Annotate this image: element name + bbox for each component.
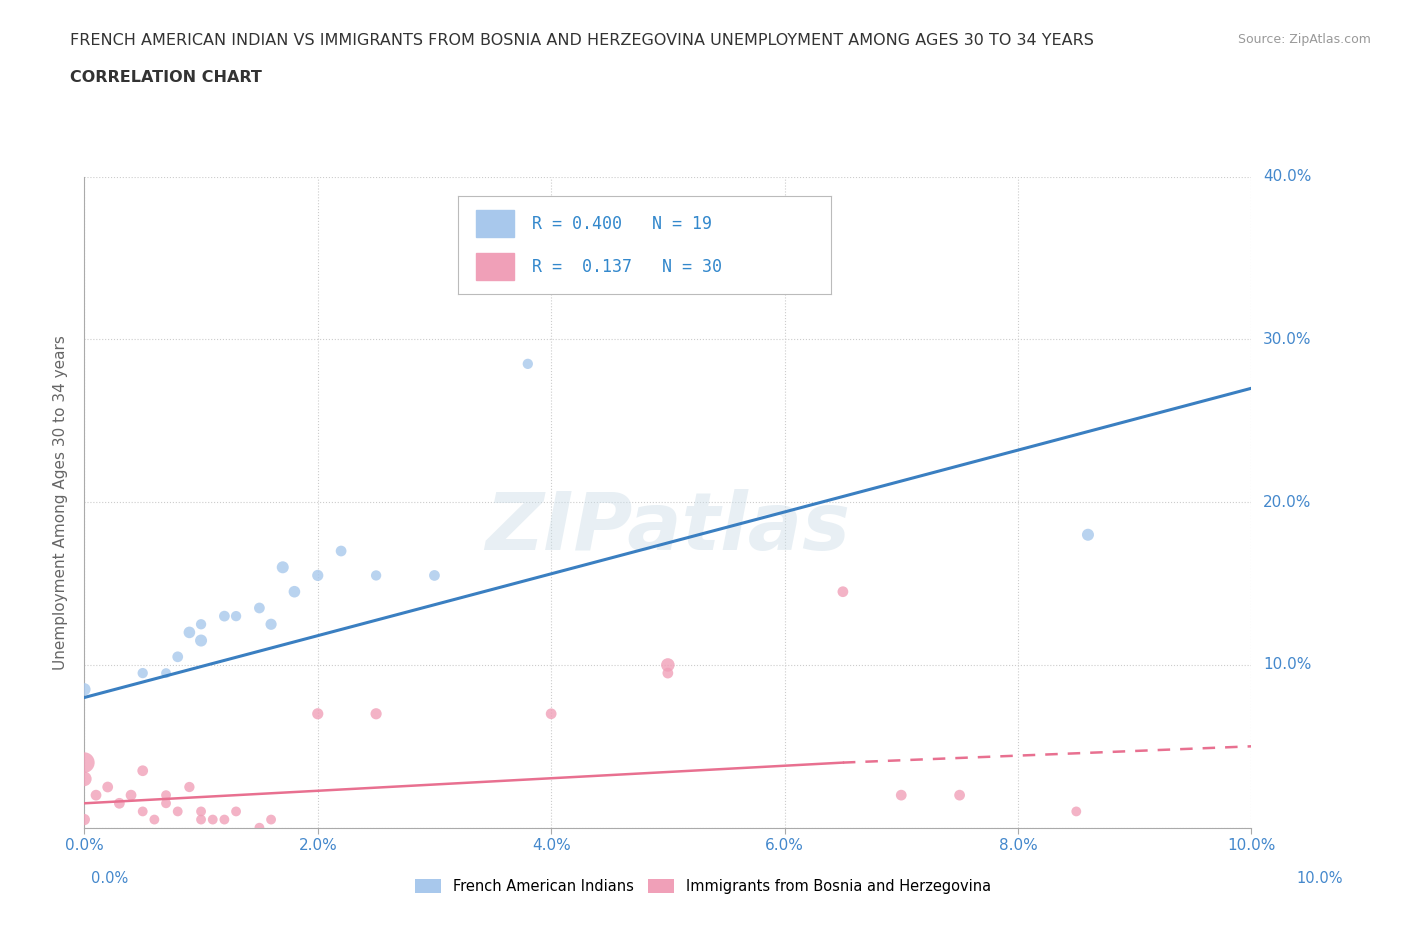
Point xyxy=(108,796,131,811)
Point xyxy=(179,625,201,640)
Legend: French American Indians, Immigrants from Bosnia and Herzegovina: French American Indians, Immigrants from… xyxy=(409,872,997,899)
Point xyxy=(516,356,538,371)
Point xyxy=(283,584,305,599)
Point xyxy=(155,666,177,681)
Point xyxy=(271,560,294,575)
Point xyxy=(247,820,270,835)
Point xyxy=(179,779,201,794)
Point xyxy=(657,658,679,672)
Point xyxy=(260,812,283,827)
Text: ZIPatlas: ZIPatlas xyxy=(485,489,851,567)
Point xyxy=(84,788,107,803)
Point xyxy=(143,812,166,827)
Point xyxy=(73,812,96,827)
Point xyxy=(225,609,247,624)
Point xyxy=(132,666,155,681)
Point xyxy=(423,568,446,583)
Point xyxy=(832,584,855,599)
Point xyxy=(307,707,329,722)
Point xyxy=(190,633,212,648)
Point xyxy=(73,755,96,770)
Text: FRENCH AMERICAN INDIAN VS IMMIGRANTS FROM BOSNIA AND HERZEGOVINA UNEMPLOYMENT AM: FRENCH AMERICAN INDIAN VS IMMIGRANTS FRO… xyxy=(70,33,1094,47)
Point xyxy=(260,617,283,631)
Text: 40.0%: 40.0% xyxy=(1263,169,1312,184)
Text: 10.0%: 10.0% xyxy=(1296,871,1343,886)
Text: CORRELATION CHART: CORRELATION CHART xyxy=(70,70,262,85)
Point xyxy=(120,788,142,803)
Point xyxy=(166,649,188,664)
Point xyxy=(540,707,562,722)
Point xyxy=(97,779,120,794)
Point xyxy=(948,788,970,803)
Point xyxy=(247,601,270,616)
Point xyxy=(73,772,96,787)
Point xyxy=(307,568,329,583)
Point xyxy=(366,568,388,583)
Point xyxy=(132,764,155,778)
Point xyxy=(1077,527,1099,542)
Point xyxy=(190,812,212,827)
Point xyxy=(166,804,188,819)
Text: 30.0%: 30.0% xyxy=(1263,332,1312,347)
Point xyxy=(366,707,388,722)
Point xyxy=(330,543,353,558)
Point xyxy=(73,682,96,697)
Text: 0.0%: 0.0% xyxy=(91,871,128,886)
Point xyxy=(155,788,177,803)
Point xyxy=(190,617,212,631)
Point xyxy=(132,804,155,819)
Point xyxy=(214,812,236,827)
Point xyxy=(1066,804,1088,819)
Point xyxy=(190,804,212,819)
Point xyxy=(214,609,236,624)
Point xyxy=(890,788,912,803)
Point xyxy=(201,812,224,827)
Point xyxy=(155,796,177,811)
Text: Source: ZipAtlas.com: Source: ZipAtlas.com xyxy=(1237,33,1371,46)
Text: 20.0%: 20.0% xyxy=(1263,495,1312,510)
Point xyxy=(657,666,679,681)
Point xyxy=(225,804,247,819)
Y-axis label: Unemployment Among Ages 30 to 34 years: Unemployment Among Ages 30 to 34 years xyxy=(53,335,69,670)
Text: 10.0%: 10.0% xyxy=(1263,658,1312,672)
